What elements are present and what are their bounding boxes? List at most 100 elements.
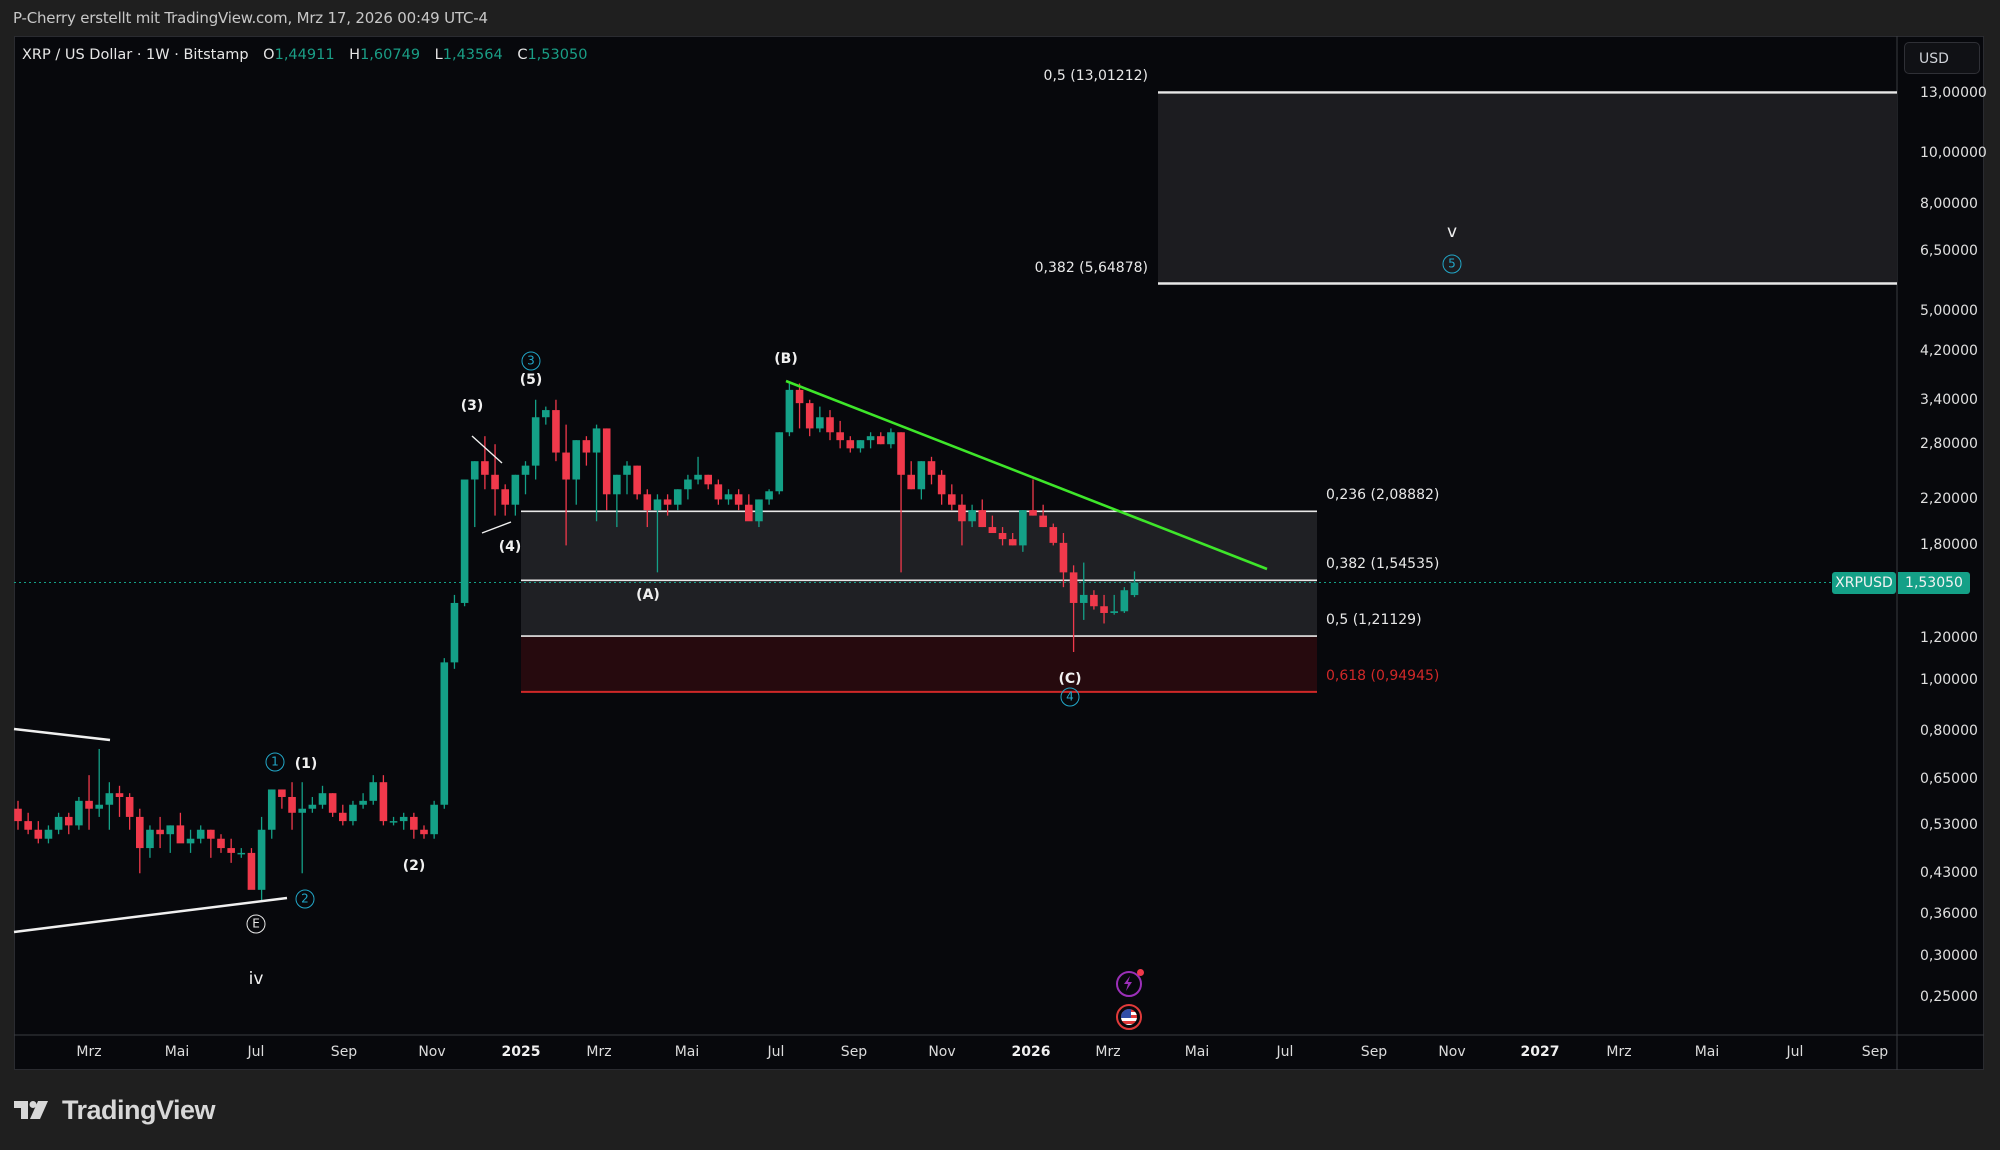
candle-body xyxy=(359,800,367,805)
candle-body xyxy=(399,816,408,822)
last-price-tag: 1,53050 xyxy=(1898,572,1970,594)
time-tick: Jul xyxy=(1786,1044,1804,1060)
price-tick: 1,80000 xyxy=(1920,537,1978,554)
time-tick: Mrz xyxy=(1606,1044,1632,1060)
candle-body xyxy=(410,816,418,830)
candle-body xyxy=(75,800,83,826)
price-tick: 0,80000 xyxy=(1920,723,1978,740)
time-tick: Nov xyxy=(1438,1044,1466,1060)
candle-body xyxy=(745,504,753,522)
candle-body xyxy=(54,816,63,830)
triangle-lower-line xyxy=(13,896,288,934)
candle-body xyxy=(1120,590,1129,612)
candle-body xyxy=(805,403,814,429)
fib-level-label: 0,382 (1,54535) xyxy=(1326,556,1440,573)
candle-body xyxy=(44,829,53,839)
descending-trendline xyxy=(785,379,1268,571)
candle-body xyxy=(694,474,702,480)
candle-body xyxy=(673,489,682,505)
price-tick: 0,36000 xyxy=(1920,905,1978,922)
symbol-title[interactable]: XRP / US Dollar · 1W · Bitstamp xyxy=(22,47,249,63)
time-tick: Mai xyxy=(1184,1044,1210,1060)
candle-body xyxy=(958,504,966,522)
candle-body xyxy=(308,804,317,809)
candle-body xyxy=(917,461,926,490)
candle-body xyxy=(369,782,378,801)
candle-body xyxy=(166,825,175,835)
time-tick: Nov xyxy=(928,1044,956,1060)
us-flag-event-icon[interactable] xyxy=(1116,1004,1142,1030)
candle-body xyxy=(24,821,32,830)
fib-zone-grey xyxy=(521,511,1317,637)
candle-body xyxy=(328,793,337,813)
elliott-wave-roman-label: v xyxy=(1446,222,1458,242)
elliott-wave-circled-label: 5 xyxy=(1442,254,1462,274)
candle-body xyxy=(755,499,763,522)
candle-body xyxy=(501,489,509,505)
low-label: L xyxy=(434,47,443,63)
time-tick: Jul xyxy=(247,1044,265,1060)
candle-body xyxy=(907,474,915,490)
price-tick: 2,20000 xyxy=(1920,491,1978,508)
candle-body xyxy=(795,389,804,404)
candle-body xyxy=(115,793,124,797)
candle-body xyxy=(470,461,479,480)
price-tick: 3,40000 xyxy=(1920,391,1978,408)
candle-body xyxy=(146,829,154,849)
candle-body xyxy=(643,494,652,511)
wedge-lower-line xyxy=(481,521,512,534)
candle-body xyxy=(1110,611,1118,613)
tradingview-logo[interactable]: TradingView xyxy=(14,1095,216,1126)
candle-body xyxy=(1090,594,1098,607)
low-value: 1,43564 xyxy=(442,47,503,63)
candle-body xyxy=(125,796,134,817)
candle-body xyxy=(379,782,388,822)
candle-body xyxy=(1019,510,1027,546)
candle-body xyxy=(978,510,987,528)
last-price-symbol-tag: XRPUSD xyxy=(1832,572,1896,594)
elliott-wave-label: (C) xyxy=(1058,671,1082,687)
price-tick: 0,53000 xyxy=(1920,817,1978,834)
tradingview-logo-icon xyxy=(14,1100,48,1119)
price-tick: 0,25000 xyxy=(1920,989,1978,1006)
candle-body xyxy=(349,804,357,822)
candle-body xyxy=(592,428,601,453)
price-tick: 10,00000 xyxy=(1920,144,1987,161)
currency-button[interactable]: USD xyxy=(1904,42,1980,74)
candle-body xyxy=(623,465,631,475)
high-label: H xyxy=(349,47,361,63)
candle-body xyxy=(602,428,611,495)
wedge-upper-line xyxy=(471,435,503,464)
candle-body xyxy=(948,494,956,505)
candle-body xyxy=(196,829,205,839)
time-tick: Mai xyxy=(1694,1044,1720,1060)
candle-body xyxy=(734,494,743,505)
price-tick: 6,50000 xyxy=(1920,243,1978,260)
candle-body xyxy=(247,852,256,890)
candle-body xyxy=(775,432,784,492)
candle-body xyxy=(724,494,733,500)
open-value: 1,44911 xyxy=(274,47,335,63)
elliott-wave-label: (5) xyxy=(519,372,543,388)
event-lightning-icon[interactable] xyxy=(1116,969,1144,997)
open-label: O xyxy=(263,47,275,63)
candle-body xyxy=(1008,539,1017,546)
elliott-wave-label: (3) xyxy=(460,398,484,414)
elliott-wave-label: (1) xyxy=(294,756,318,772)
candle-body xyxy=(1100,606,1108,613)
price-tick: 8,00000 xyxy=(1920,195,1978,212)
candle-body xyxy=(988,527,997,534)
candle-body xyxy=(1079,594,1088,603)
candle-body xyxy=(927,461,936,475)
time-tick: Sep xyxy=(840,1044,868,1060)
candle-body xyxy=(897,432,905,475)
elliott-wave-circled-label: 1 xyxy=(265,752,285,772)
candle-body xyxy=(1069,572,1078,603)
time-tick: Sep xyxy=(1861,1044,1889,1060)
candle-body xyxy=(450,602,459,663)
time-tick: 2026 xyxy=(1011,1044,1051,1060)
price-tick: 2,80000 xyxy=(1920,436,1978,453)
candle-body xyxy=(1039,515,1047,528)
candle-body xyxy=(227,848,235,853)
